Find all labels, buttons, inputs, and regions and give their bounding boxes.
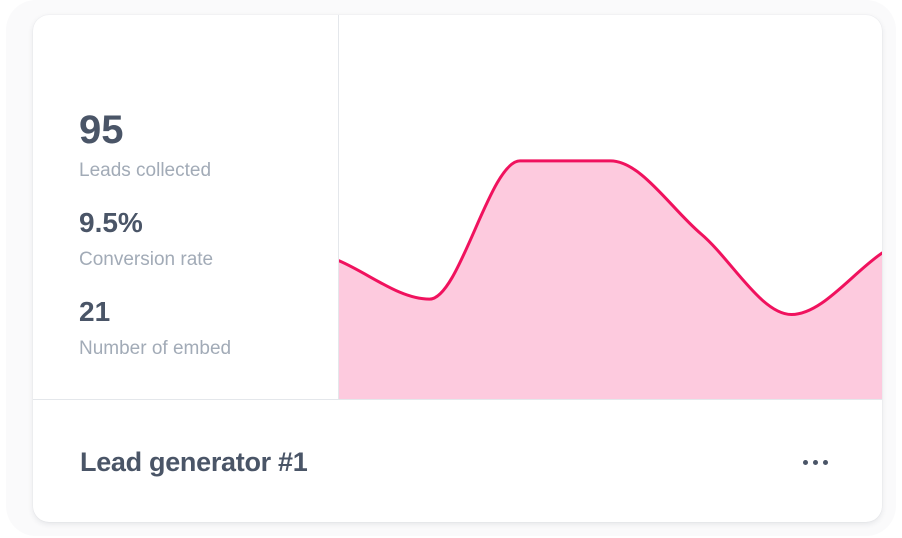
conversion-rate-value: 9.5% — [79, 207, 143, 238]
chart-area — [339, 160, 882, 399]
stats-panel: 95 Leads collected 9.5% Conversion rate … — [33, 15, 339, 399]
leads-collected-value: 95 — [79, 108, 124, 152]
card-divider — [33, 399, 882, 400]
card-backdrop: 95 Leads collected 9.5% Conversion rate … — [6, 0, 896, 536]
card-title: Lead generator #1 — [80, 447, 308, 477]
leads-trend-chart — [339, 15, 882, 399]
chart-line — [339, 159, 882, 317]
number-of-embed-label: Number of embed — [79, 338, 232, 359]
number-of-embed-value: 21 — [79, 296, 111, 327]
more-options-button[interactable] — [793, 447, 837, 477]
more-horizontal-icon — [800, 459, 830, 465]
lead-generator-card[interactable]: 95 Leads collected 9.5% Conversion rate … — [33, 15, 882, 522]
more-dot — [822, 459, 828, 465]
more-dot — [802, 459, 808, 465]
conversion-rate-label: Conversion rate — [79, 249, 214, 270]
leads-collected-label: Leads collected — [79, 160, 212, 181]
more-dot — [812, 459, 818, 465]
leads-trend-svg — [339, 159, 882, 399]
